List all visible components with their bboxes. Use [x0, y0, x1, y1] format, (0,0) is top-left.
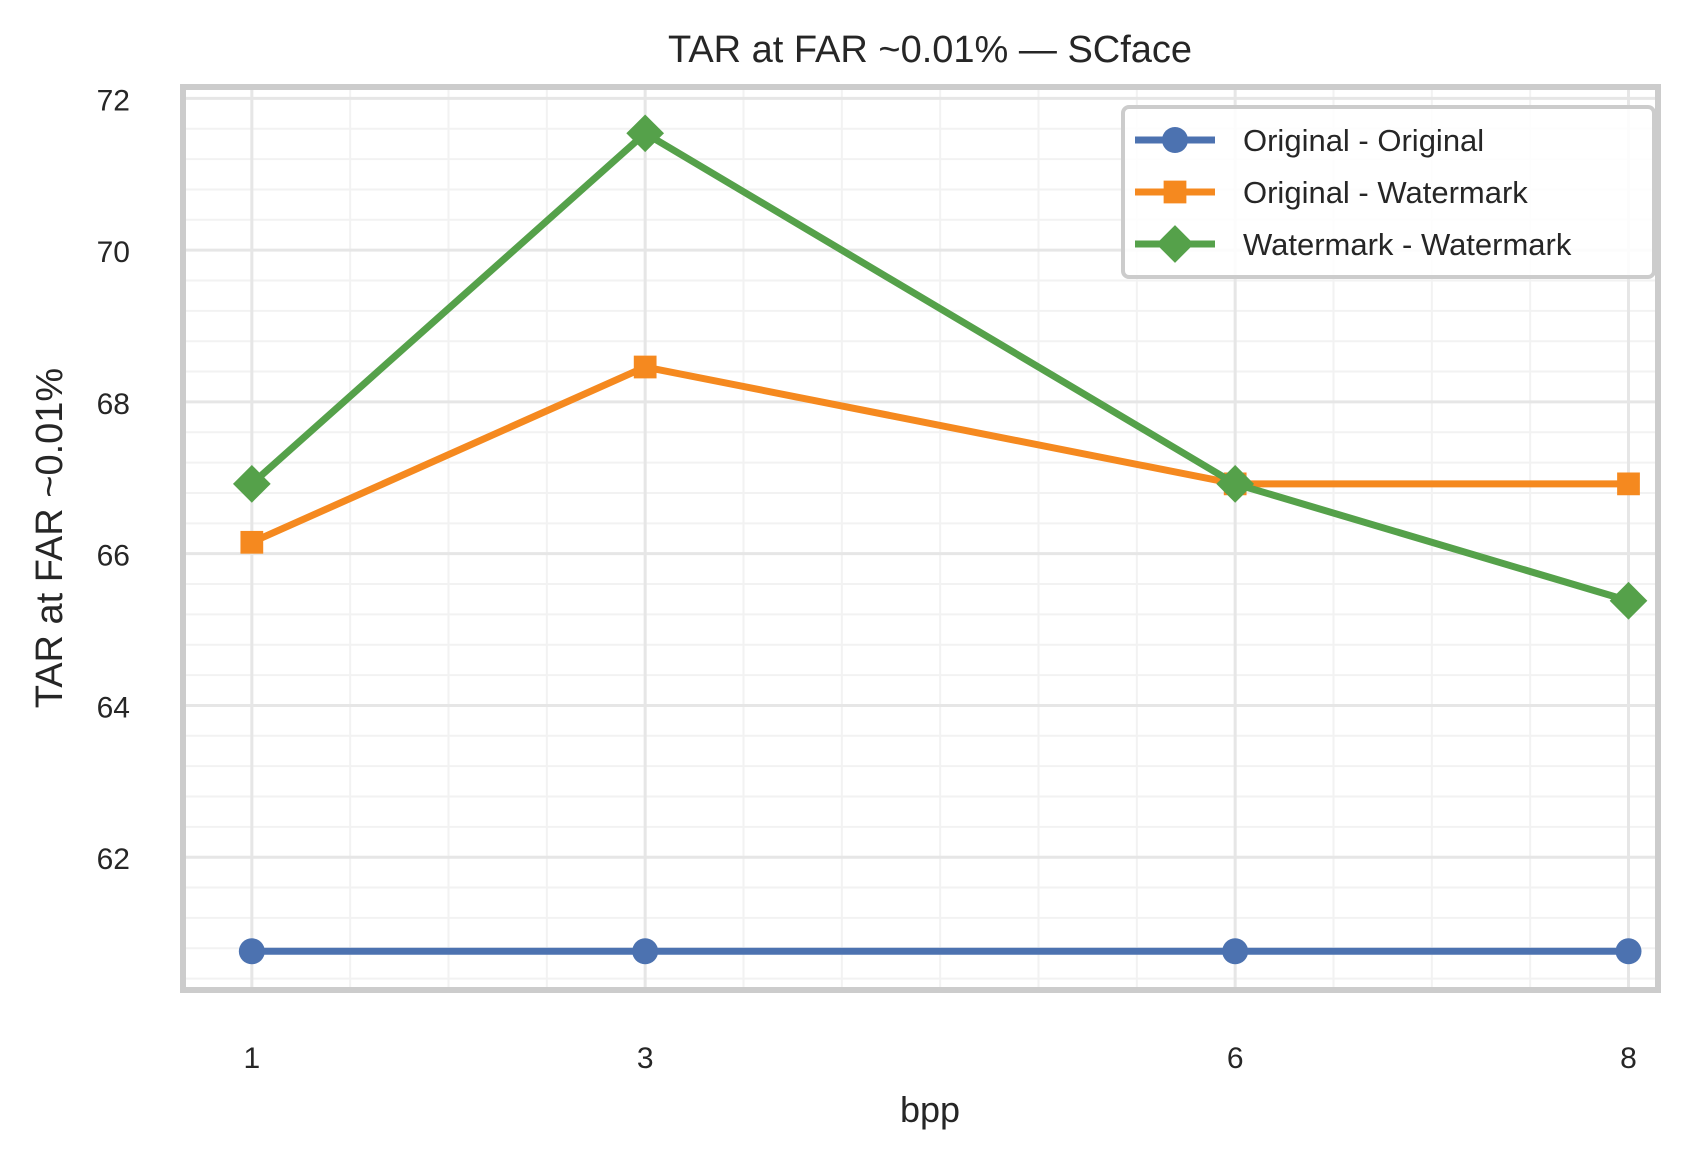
y-tick-label: 70 — [97, 236, 130, 269]
series-original-original — [238, 938, 1642, 965]
series-layer — [232, 114, 1648, 965]
legend-item: Watermark - Watermark — [1135, 225, 1572, 263]
series-line — [249, 129, 1630, 605]
data-point-marker — [626, 114, 665, 153]
data-point-marker — [1216, 465, 1255, 503]
y-tick-label: 72 — [97, 84, 130, 117]
legend-label: Original - Original — [1243, 123, 1484, 158]
x-tick-label: 3 — [637, 1042, 654, 1075]
data-point-marker — [633, 355, 657, 379]
y-tick-label: 66 — [97, 540, 130, 573]
y-tick-label: 64 — [97, 691, 130, 724]
x-tick-label: 1 — [243, 1042, 260, 1075]
data-point-marker — [238, 938, 265, 965]
y-tick-label: 62 — [97, 843, 130, 876]
data-point-marker — [1156, 225, 1194, 263]
data-point-marker — [632, 938, 659, 965]
y-tick-label: 68 — [97, 388, 130, 421]
data-point-marker — [240, 530, 264, 554]
legend-item: Original - Original — [1135, 123, 1484, 158]
x-axis-label: bpp — [900, 1089, 960, 1130]
chart-title: TAR at FAR ~0.01% — SCface — [668, 29, 1192, 71]
plot-frame — [180, 84, 1661, 993]
data-point-marker — [1222, 938, 1249, 965]
x-tick-label: 8 — [1620, 1042, 1637, 1075]
y-axis-label: TAR at FAR ~0.01% — [29, 368, 71, 708]
data-point-marker — [1163, 180, 1187, 204]
data-point-marker — [1617, 472, 1640, 496]
legend-label: Original - Watermark — [1243, 175, 1528, 210]
grid — [183, 87, 1658, 990]
legend-item: Original - Watermark — [1135, 175, 1528, 210]
series-line — [250, 363, 1629, 546]
legend-label: Watermark - Watermark — [1243, 227, 1572, 262]
data-point-marker — [1615, 938, 1642, 965]
data-point-marker — [1609, 581, 1648, 620]
data-point-marker — [232, 465, 271, 503]
legend-box — [1121, 105, 1656, 279]
x-tick-label: 6 — [1227, 1042, 1244, 1075]
series-watermark-watermark — [232, 114, 1648, 620]
legend: Original - Original Original - Watermark W… — [1121, 105, 1656, 279]
data-point-marker — [1162, 127, 1188, 153]
